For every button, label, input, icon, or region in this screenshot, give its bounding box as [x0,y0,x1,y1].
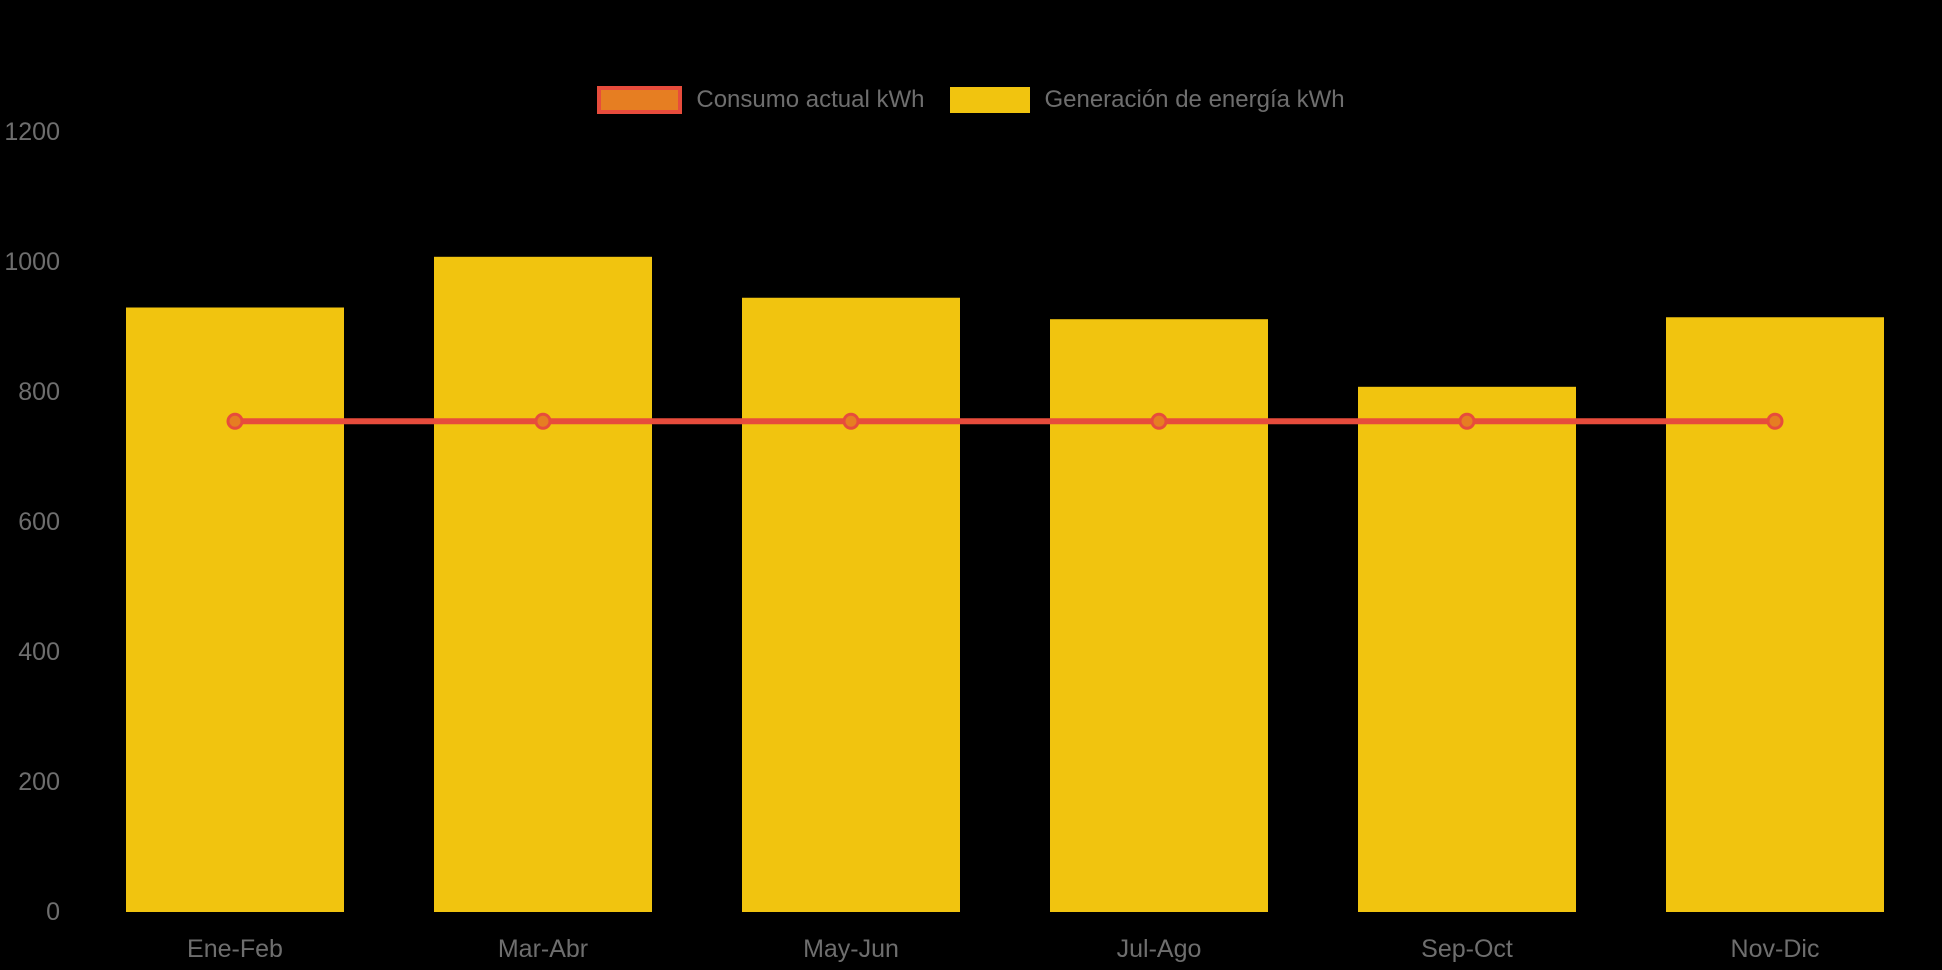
bar-generacion[interactable] [1358,386,1576,912]
x-axis-label: Ene-Feb [187,935,283,963]
bar-generacion[interactable] [434,256,652,912]
consumo-marker[interactable] [1458,412,1476,430]
y-tick-label: 0 [46,898,60,926]
x-axis-label: Mar-Abr [498,935,588,963]
y-tick-label: 600 [18,508,60,536]
consumo-marker[interactable] [1766,412,1784,430]
consumo-marker[interactable] [226,412,244,430]
x-axis-label: Sep-Oct [1421,935,1513,963]
bar-generacion[interactable] [1666,317,1884,912]
y-tick-label: 800 [18,378,60,406]
y-tick-label: 1000 [4,248,60,276]
y-tick-label: 400 [18,638,60,666]
consumo-marker[interactable] [1150,412,1168,430]
legend-item-generacion[interactable]: Generación de energía kWh [950,86,1345,114]
y-tick-label: 200 [18,768,60,796]
bar-generacion[interactable] [126,307,344,913]
legend-label-consumo: Consumo actual kWh [696,86,925,113]
consumo-marker[interactable] [842,412,860,430]
bar-generacion[interactable] [742,297,960,912]
bar-generacion[interactable] [1050,319,1268,912]
consumo-marker[interactable] [534,412,552,430]
legend-swatch-consumo-icon [597,86,683,114]
x-axis-label: Nov-Dic [1731,935,1820,963]
x-axis-label: May-Jun [803,935,899,963]
x-axis-label: Jul-Ago [1117,935,1202,963]
y-tick-label: 1200 [4,118,60,146]
legend-item-consumo[interactable]: Consumo actual kWh [597,86,924,114]
chart-legend: Consumo actual kWh Generación de energía… [0,86,1942,114]
legend-label-generacion: Generación de energía kWh [1044,86,1345,113]
legend-swatch-generacion-icon [950,87,1031,113]
